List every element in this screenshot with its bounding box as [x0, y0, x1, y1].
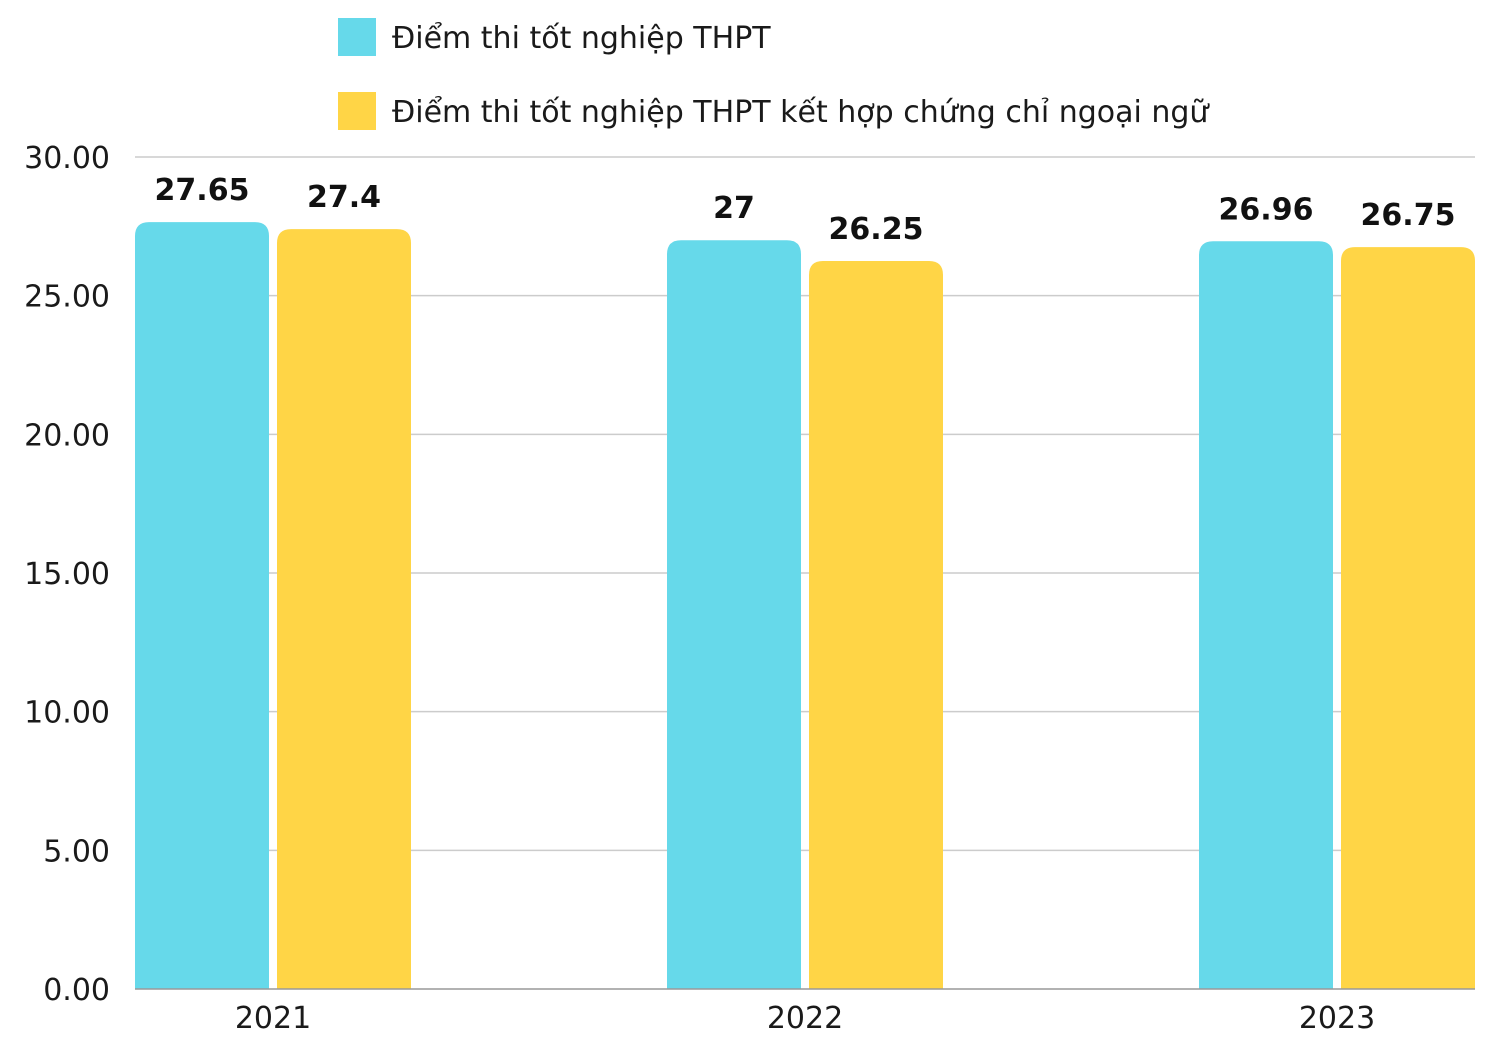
bar-2023-series-1	[1199, 241, 1333, 989]
legend-swatch-2	[338, 92, 376, 130]
legend: Điểm thi tốt nghiệp THPT Điểm thi tốt ngh…	[338, 18, 1210, 130]
data-label: 27	[713, 191, 755, 226]
bar-2022-series-2	[809, 261, 943, 989]
data-label: 26.25	[829, 212, 924, 247]
legend-swatch-1	[338, 18, 376, 56]
axis: 0.00 5.00 10.00 15.00 20.00 25.00 30.00 2021 202…	[24, 141, 1475, 1036]
bar-2021-series-2	[277, 229, 411, 989]
y-tick-label: 0.00	[43, 973, 110, 1008]
legend-label-2: Điểm thi tốt nghiệp THPT kết hợp chứng c…	[392, 94, 1210, 130]
bar-2021-series-1	[135, 222, 269, 989]
y-tick-label: 5.00	[43, 834, 110, 869]
y-tick-label: 20.00	[24, 418, 110, 453]
data-label: 27.65	[155, 173, 250, 208]
y-tick-label: 30.00	[24, 141, 110, 176]
bar-2022-series-1	[667, 240, 801, 989]
y-tick-label: 25.00	[24, 280, 110, 315]
data-label: 27.4	[307, 180, 381, 215]
data-label: 26.96	[1219, 192, 1314, 227]
x-tick-label: 2023	[1299, 1001, 1375, 1036]
bar-2023-series-2	[1341, 247, 1475, 990]
data-label: 26.75	[1361, 198, 1456, 233]
bars: 27.65 27.4 27 26.25 26.96 26.75	[135, 173, 1475, 990]
y-tick-label: 15.00	[24, 557, 110, 592]
legend-label-1: Điểm thi tốt nghiệp THPT	[392, 20, 771, 56]
y-tick-label: 10.00	[24, 696, 110, 731]
x-tick-label: 2021	[235, 1001, 311, 1036]
x-tick-label: 2022	[767, 1001, 843, 1036]
